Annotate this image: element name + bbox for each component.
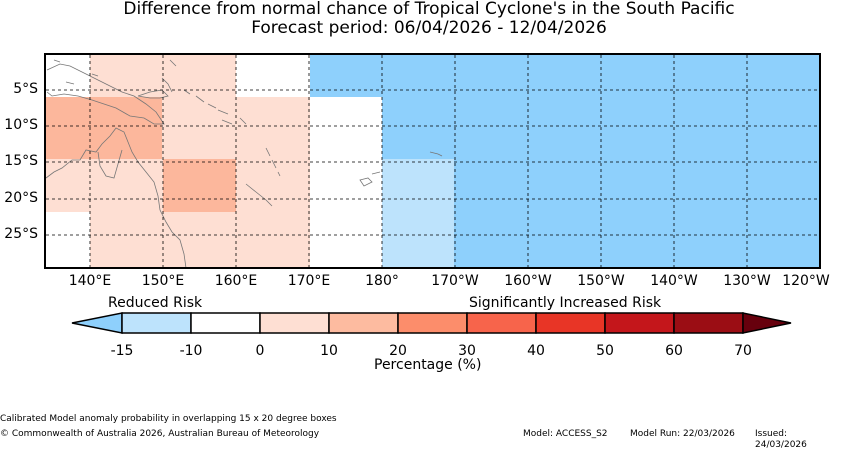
colorbar-bin-8 bbox=[604, 312, 675, 334]
fiji-coast bbox=[359, 171, 381, 187]
colorbar-tick: -10 bbox=[179, 343, 203, 359]
colorbar-bin-7 bbox=[535, 312, 606, 334]
colorbar-tick: 50 bbox=[596, 343, 614, 359]
cell-10-20-coral bbox=[163, 159, 236, 212]
footer-issued: Issued: 24/03/2026 bbox=[755, 429, 807, 450]
colorbar-tick: 0 bbox=[255, 343, 265, 359]
footer-model: Model: ACCESS_S2 bbox=[523, 429, 608, 439]
samoa-coast bbox=[429, 151, 443, 157]
colorbar-bin-6 bbox=[466, 312, 537, 334]
lat-label-5s: 5°S bbox=[13, 81, 38, 97]
colorbar-bin-5 bbox=[397, 312, 468, 334]
colorbar-over-arrow bbox=[742, 312, 792, 334]
footer-model-run: Model Run: 22/03/2026 bbox=[630, 429, 735, 439]
footer-copyright: © Commonwealth of Australia 2026, Austra… bbox=[0, 429, 320, 439]
new-caledonia-coast bbox=[245, 183, 273, 207]
colorbar-tick: 30 bbox=[458, 343, 476, 359]
colorbar-bin-9 bbox=[673, 312, 744, 334]
lon-label-140w: 140°W bbox=[650, 273, 698, 289]
new-britain-coast bbox=[137, 89, 169, 99]
lat-label-20s: 20°S bbox=[4, 190, 38, 206]
map-cells bbox=[46, 55, 820, 268]
colorbar-bin-3 bbox=[259, 312, 330, 334]
map-frame bbox=[44, 53, 821, 269]
colorbar-tick: -15 bbox=[110, 343, 134, 359]
colorbar-bin-4 bbox=[328, 312, 399, 334]
title-line-1: Difference from normal chance of Tropica… bbox=[123, 0, 735, 19]
reduced-risk-label: Reduced Risk bbox=[108, 295, 203, 311]
australia-coast bbox=[45, 127, 187, 269]
coastlines bbox=[45, 59, 443, 269]
footer-note: Calibrated Model anomaly probability in … bbox=[0, 414, 337, 424]
bougainville-coast bbox=[169, 59, 247, 125]
lat-label-25s: 25°S bbox=[4, 226, 38, 242]
colorbar-tick: 10 bbox=[320, 343, 338, 359]
lon-label-140e: 140°E bbox=[68, 273, 112, 289]
solomon-coast bbox=[195, 95, 233, 125]
colorbar-tick: 20 bbox=[389, 343, 407, 359]
cell-neg-north bbox=[310, 55, 820, 97]
colorbar-under-arrow bbox=[71, 312, 123, 334]
vanuatu-coast bbox=[265, 147, 281, 177]
colorbar-tick: 60 bbox=[665, 343, 683, 359]
lon-label-150w: 150°W bbox=[577, 273, 625, 289]
increased-risk-label: Significantly Increased Risk bbox=[469, 295, 662, 311]
title-line-2: Forecast period: 06/04/2026 - 12/04/2026 bbox=[251, 18, 607, 38]
map-figure bbox=[44, 53, 821, 334]
colorbar-bin-1 bbox=[121, 312, 192, 334]
lon-label-170e: 170°E bbox=[287, 273, 331, 289]
new-ireland-coast bbox=[161, 77, 173, 93]
lon-label-130w: 130°W bbox=[723, 273, 771, 289]
lon-label-160e: 160°E bbox=[214, 273, 258, 289]
lat-label-10s: 10°S bbox=[4, 117, 38, 133]
colorbar bbox=[71, 312, 792, 334]
cell-slight-neg bbox=[382, 159, 454, 268]
graticule bbox=[46, 55, 820, 268]
lon-label-150e: 150°E bbox=[141, 273, 185, 289]
lat-label-15s: 15°S bbox=[4, 153, 38, 169]
north-islands-coast bbox=[53, 59, 99, 85]
png-coast bbox=[46, 63, 165, 125]
lon-label-120w: 120°W bbox=[782, 273, 830, 289]
colorbar-tick: 40 bbox=[527, 343, 545, 359]
lon-label-180: 180° bbox=[365, 273, 399, 289]
colorbar-tick: 70 bbox=[734, 343, 752, 359]
colorbar-xlabel: Percentage (%) bbox=[374, 357, 482, 373]
lon-label-170w: 170°W bbox=[431, 273, 479, 289]
colorbar-bin-2 bbox=[190, 312, 261, 334]
cell-10-20-png bbox=[46, 97, 162, 159]
lon-label-160w: 160°W bbox=[504, 273, 552, 289]
